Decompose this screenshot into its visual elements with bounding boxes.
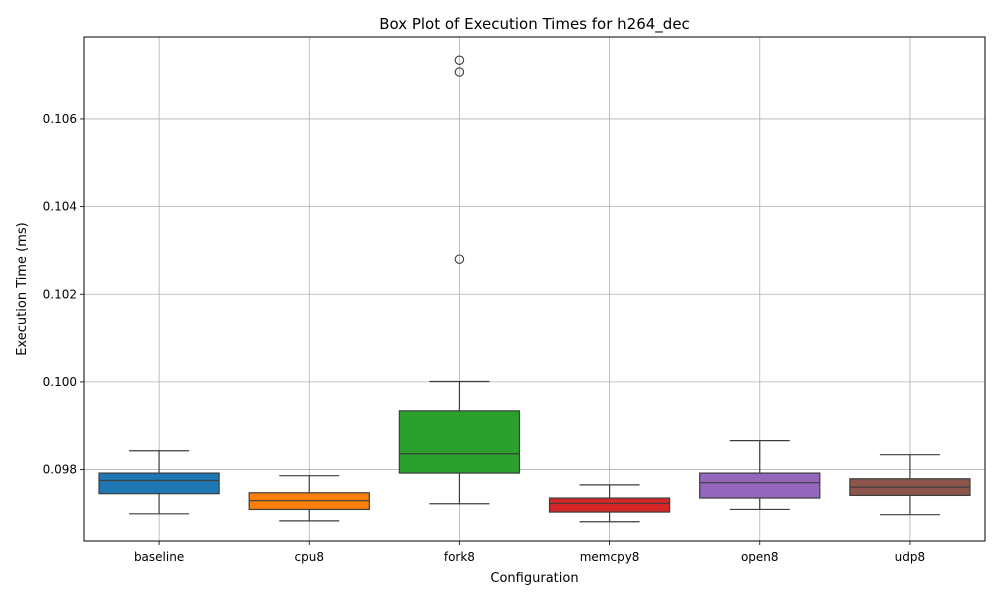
iqr-box — [548, 497, 671, 513]
iqr-box — [699, 472, 821, 499]
y-tick-label: 0.100 — [43, 375, 77, 389]
box-memcpy8 — [548, 484, 671, 523]
box-baseline — [98, 450, 220, 515]
outlier-point — [454, 254, 465, 264]
box-open8 — [699, 440, 821, 511]
plot-frame — [83, 36, 986, 542]
x-axis: baseline cpu8 fork8 memcpy8 open8 udp8 — [134, 541, 925, 564]
x-axis-label: Configuration — [490, 571, 578, 586]
x-tick-label: fork8 — [444, 550, 475, 564]
chart-title: Box Plot of Execution Times for h264_dec — [379, 15, 690, 34]
y-tick-label: 0.098 — [43, 463, 77, 477]
y-axis: 0.098 0.100 0.102 0.104 0.106 — [43, 112, 84, 477]
y-tick-label: 0.104 — [43, 200, 77, 214]
x-tick-label: memcpy8 — [580, 550, 640, 564]
outlier-point — [454, 67, 465, 77]
box-fork8 — [398, 55, 521, 505]
y-axis-label: Execution Time (ms) — [15, 222, 30, 355]
x-tick-label: baseline — [134, 550, 184, 564]
x-tick-label: cpu8 — [295, 550, 324, 564]
x-tick-label: open8 — [741, 550, 779, 564]
iqr-box — [398, 410, 521, 474]
grid-lines — [84, 37, 985, 541]
box-cpu8 — [248, 475, 370, 522]
iqr-box — [98, 472, 220, 495]
y-tick-label: 0.102 — [43, 287, 77, 301]
box-series — [98, 55, 971, 523]
y-tick-label: 0.106 — [43, 112, 77, 126]
outlier-point — [454, 55, 465, 65]
box-udp8 — [849, 454, 971, 516]
x-tick-label: udp8 — [895, 550, 925, 564]
